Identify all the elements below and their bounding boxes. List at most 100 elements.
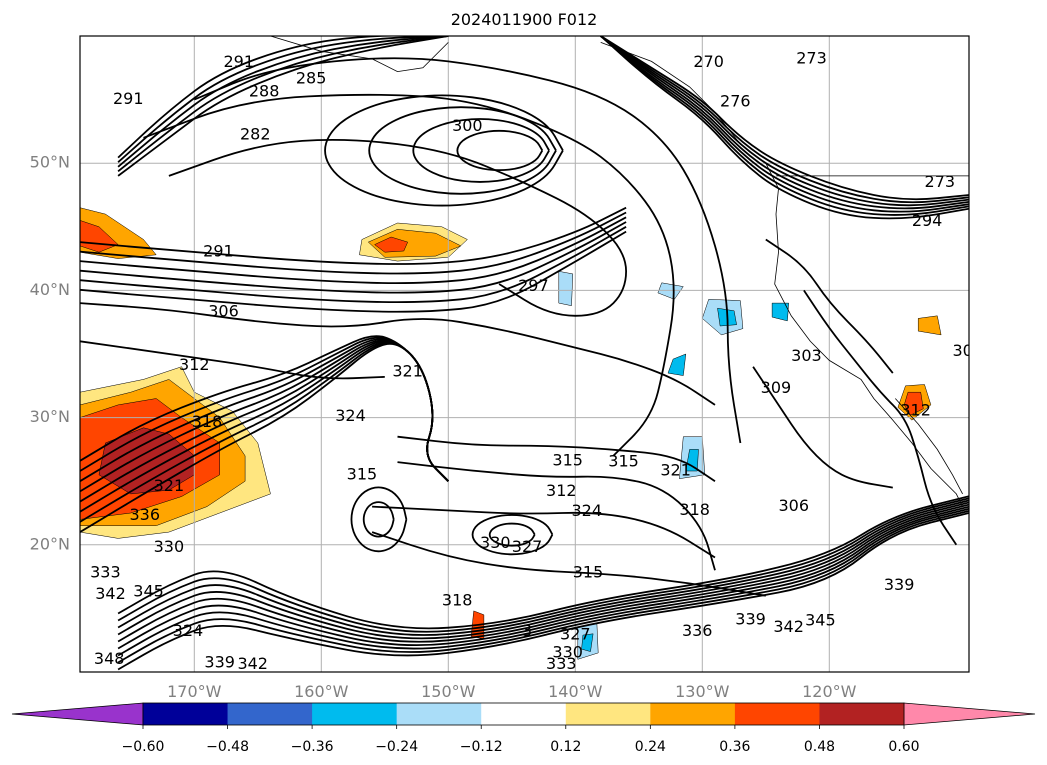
contour-label: 330 xyxy=(480,533,511,552)
longitude-tick-label: 150°W xyxy=(421,682,476,701)
contour-label: 342 xyxy=(237,654,268,673)
contour-zonal-north xyxy=(80,221,627,294)
contour-coastal-trough xyxy=(600,36,969,210)
contour-nw-arc xyxy=(117,36,449,173)
contour-label: 312 xyxy=(546,481,577,500)
contour-coastal-trough xyxy=(600,36,969,204)
contour-southern-jet xyxy=(117,501,969,640)
longitude-tick-label: 120°W xyxy=(802,682,857,701)
latitude-tick-label: 40°N xyxy=(30,280,70,299)
contour-label: 324 xyxy=(571,501,602,520)
contour-label: 303 xyxy=(791,346,822,365)
colorbar-tick-label: −0.60 xyxy=(122,739,165,755)
contour-label: 321 xyxy=(660,461,691,480)
contour-southern-jet xyxy=(117,507,969,657)
contour-ridge xyxy=(80,302,716,406)
contour-closed-high xyxy=(471,514,554,556)
contour-southern-jet xyxy=(117,497,969,633)
contour-label: 318 xyxy=(442,590,473,609)
latitude-tick-label: 50°N xyxy=(30,153,70,172)
map-plot-area: 291 291 288 285 282 300 270 273 273 294 291 297 306 3… xyxy=(80,36,972,673)
longitude-tick-labels: 170°W 160°W 150°W 140°W 130°W 120°W xyxy=(167,682,857,701)
contour-label: 324 xyxy=(173,621,204,640)
colorbar-extend-high xyxy=(903,702,1036,726)
latitude-tick-labels: 20°N 30°N 40°N 50°N xyxy=(30,153,70,554)
contour-label: 291 xyxy=(203,242,234,261)
contour-zonal-north xyxy=(80,206,627,265)
contour-label: 291 xyxy=(223,52,254,71)
contour-east xyxy=(765,238,894,374)
colorbar-segment xyxy=(565,703,651,725)
contour-label: 297 xyxy=(518,276,549,295)
contour-coastal-trough xyxy=(600,36,969,201)
contour-label: 273 xyxy=(925,172,956,191)
contour-closed-low xyxy=(456,129,544,172)
shade-negative-g xyxy=(667,353,687,376)
contour-label: 339 xyxy=(735,609,766,628)
contour-label: 339 xyxy=(884,575,915,594)
colorbar-segment xyxy=(143,703,229,725)
longitude-tick-label: 130°W xyxy=(675,682,730,701)
contour-swirl xyxy=(143,93,675,457)
contour-label: 330 xyxy=(552,642,583,661)
contour-closed-high xyxy=(488,522,536,547)
contour-label: 30 xyxy=(952,341,972,360)
contour-zonal-north xyxy=(80,230,627,313)
contour-label: 276 xyxy=(720,92,751,111)
colorbar-segment xyxy=(396,703,482,725)
longitude-tick-label: 140°W xyxy=(548,682,603,701)
contour-label: 339 xyxy=(204,653,235,672)
contour-label: 318 xyxy=(679,500,710,519)
colorbar-frame xyxy=(142,702,905,726)
contour-zonal-north xyxy=(80,226,627,304)
contour-label: 315 xyxy=(573,562,604,581)
colorbar-tick-label: 0.60 xyxy=(888,739,919,755)
contour-label: 336 xyxy=(129,505,160,524)
colorbar: −0.60 −0.48 −0.36 −0.24 −0.12 0.12 0.24 0.36 0.4… xyxy=(11,702,1036,755)
coastline xyxy=(270,36,969,507)
contour-label: 345 xyxy=(133,581,164,600)
contour-coastal-trough xyxy=(600,36,969,220)
contour-label: 294 xyxy=(912,211,943,230)
contour-label: 288 xyxy=(249,81,280,100)
contour-southern-jet xyxy=(117,495,969,630)
contour-southern-jet xyxy=(117,503,969,643)
colorbar-segment xyxy=(734,703,820,725)
colorbar-tick-label: −0.48 xyxy=(206,739,249,755)
alaska-coastline xyxy=(270,36,449,73)
contour-labels: 291 291 288 285 282 300 270 273 273 294 291 297 306 3… xyxy=(90,48,972,673)
contour-southern-jet xyxy=(117,499,969,636)
contour-coastal-trough xyxy=(600,36,969,213)
colorbar-segment xyxy=(650,703,736,725)
contour-east xyxy=(803,289,958,546)
colorbar-segment xyxy=(819,703,905,725)
contour-label: 342 xyxy=(95,584,126,603)
contour-closed-high xyxy=(350,486,408,553)
contour-closed-low xyxy=(324,94,564,207)
contour-label: 306 xyxy=(208,302,239,321)
colorbar-segment xyxy=(227,703,313,725)
contour-label: 321 xyxy=(154,476,185,495)
gulf-coastline xyxy=(895,398,963,495)
colorbar-tick-label: −0.24 xyxy=(375,739,418,755)
contour-label: 291 xyxy=(113,89,144,108)
contour-label: 324 xyxy=(335,406,366,425)
longitude-tick-label: 170°W xyxy=(167,682,222,701)
contour-label: 333 xyxy=(546,654,577,673)
shade-positive-mid-red xyxy=(374,236,409,253)
contour-label: 309 xyxy=(761,378,792,397)
colorbar-tick-label: 0.12 xyxy=(550,739,581,755)
contour-zonal-north xyxy=(80,211,627,275)
west-coast-coastline xyxy=(600,42,963,507)
contour-lines xyxy=(80,36,969,671)
contour-southern-jet xyxy=(117,512,969,671)
contour-swirl xyxy=(193,57,742,444)
contour-label: 312 xyxy=(179,355,210,374)
contour-label: 306 xyxy=(778,496,809,515)
longitude-tick-label: 160°W xyxy=(294,682,349,701)
contour-label: 318 xyxy=(192,412,223,431)
colorbar-segment xyxy=(481,703,567,725)
contour-ridge xyxy=(80,340,385,380)
contour-label: 330 xyxy=(154,537,185,556)
